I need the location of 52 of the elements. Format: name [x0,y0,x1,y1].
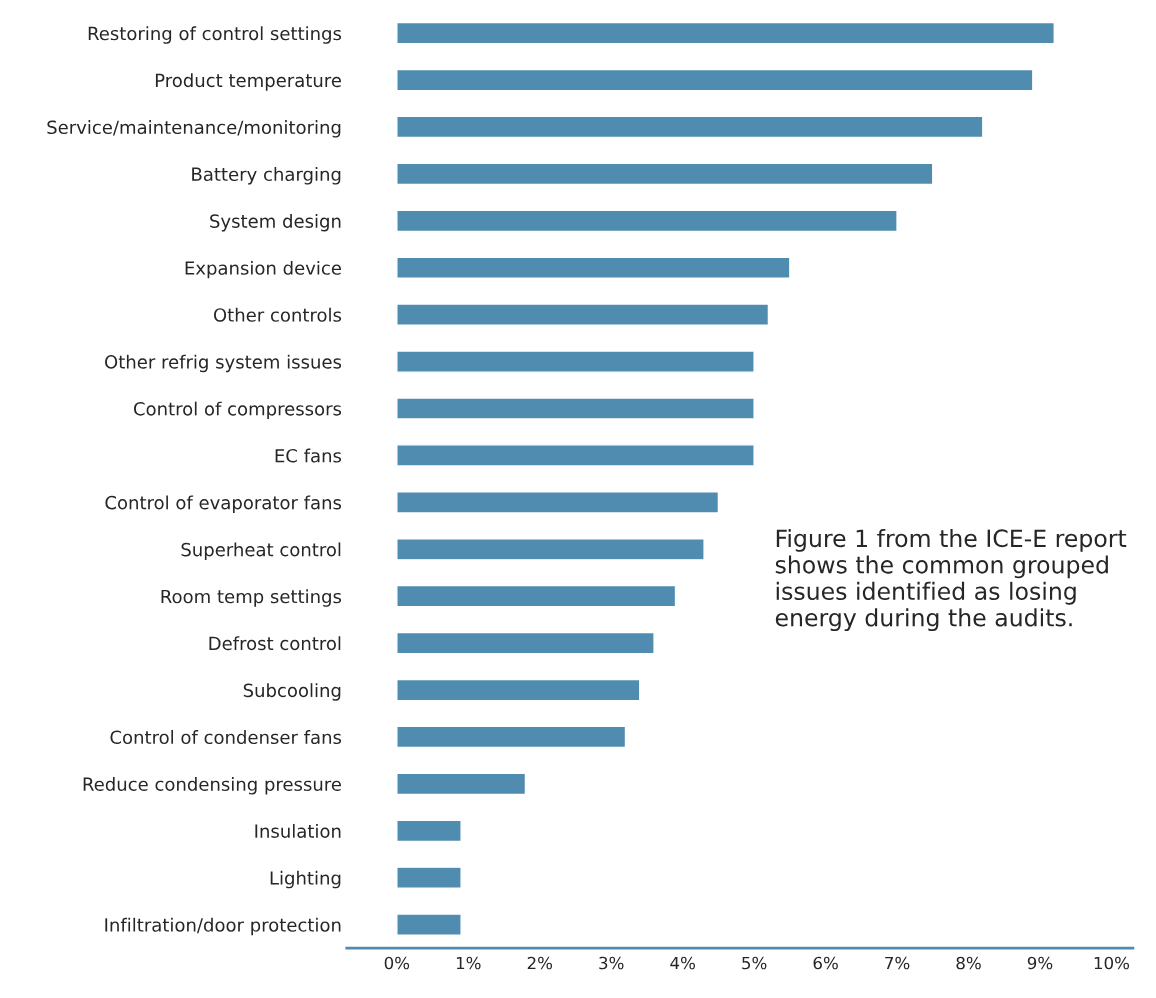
bar [396,256,791,279]
bar [396,444,755,467]
bar [396,678,641,702]
bar [396,21,1055,45]
y-tick-label: Lighting [270,870,341,889]
y-tick-label: EC fans [275,448,342,463]
bar [396,68,1034,92]
y-tick-label: Expansion device [185,260,341,279]
y-tick-label: Restoring of control settings [88,26,342,44]
x-tick-label: 3% [599,956,624,970]
y-tick-label: Control of evaporator fans [105,495,342,513]
bar [396,866,462,889]
y-tick-label: System design [210,213,341,232]
x-tick-label: 0% [384,956,410,970]
bar [396,725,627,749]
bar [396,350,755,373]
annotation: Figure 1 from the ICE-E report shows the common grouped issues identified as losing energy during the audits. [775,528,1127,632]
bar [396,397,755,420]
y-tick-label: Battery charging [192,167,341,185]
bar [396,209,898,233]
y-tick-label: Product temperature [155,73,341,91]
x-tick-label: 6% [813,956,838,970]
x-tick-label: 4% [670,956,695,970]
y-tick-label: Insulation [255,823,341,838]
y-tick-label: Control of condenser fans [110,730,342,745]
bar [396,303,770,326]
bar [396,584,677,608]
x-tick-label: 8% [956,956,981,970]
y-tick-label: Defrost control [209,636,341,651]
x-tick-label: 7% [885,956,910,970]
bar [396,538,705,561]
y-tick-label: Superheat control [181,542,341,560]
y-tick-label: Subcooling [243,683,341,701]
bar [396,819,462,843]
y-tick-label: Other controls [213,307,342,322]
y-tick-label: Service/maintenance/monitoring [47,120,341,138]
bar [396,115,984,139]
bar [396,631,655,655]
y-tick-label: Other refrig system issues [105,354,342,373]
bar [396,772,527,796]
bar [396,162,934,186]
y-tick-label: Reduce condensing pressure [83,777,341,795]
y-tick-label: Infiltration/door protection [105,917,341,936]
bar [396,491,720,514]
y-tick-label: Room temp settings [161,589,342,607]
bar [396,913,462,936]
x-tick-label: 10% [1094,956,1130,970]
x-tick-label: 2% [527,956,553,970]
y-tick-label: Control of compressors [133,401,342,420]
x-tick-label: 5% [742,956,767,970]
x-tick-label: 9% [1027,956,1053,970]
x-tick-label: 1% [456,956,481,970]
